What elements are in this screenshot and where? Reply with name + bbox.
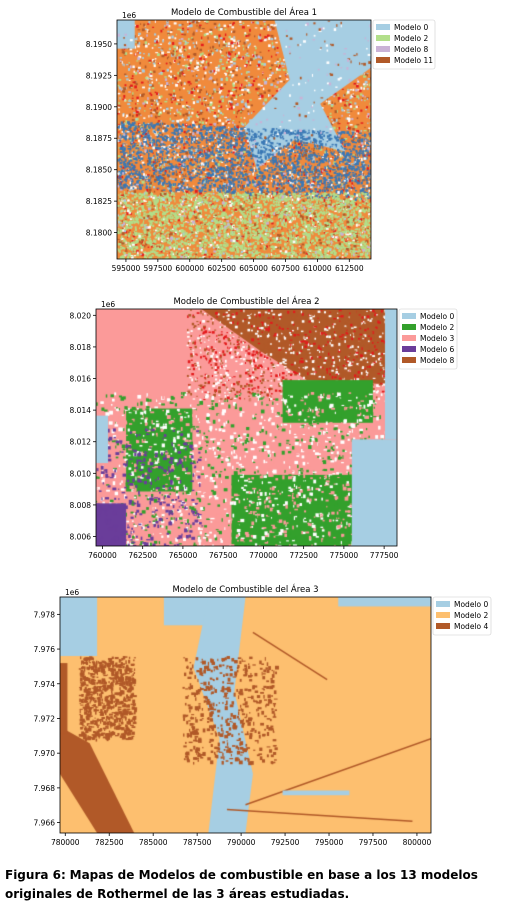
y-tick-label: 8.014 <box>70 406 92 415</box>
legend-label: Modelo 11 <box>394 56 433 65</box>
x-tick-label: 787500 <box>183 838 212 847</box>
chart-panel-2: Modelo de Combustible del Área 2 1e6 76000… <box>70 295 458 560</box>
chart-panel-1: Modelo de Combustible del Área 1 1e6 59500… <box>86 6 436 273</box>
map-raster <box>96 309 397 546</box>
x-tick-label: 612500 <box>335 264 364 273</box>
y-offset-label: 1e6 <box>122 11 136 20</box>
x-tick-label: 602500 <box>207 264 236 273</box>
y-tick-label: 8.1825 <box>86 197 112 206</box>
legend-label: Modelo 2 <box>420 323 454 332</box>
legend-label: Modelo 2 <box>454 611 488 620</box>
y-tick-label: 8.1875 <box>86 134 112 143</box>
y-tick-label: 7.968 <box>34 784 56 793</box>
legend-swatch <box>436 612 450 618</box>
y-tick-label: 7.970 <box>34 749 56 758</box>
legend-swatch <box>376 35 390 41</box>
x-tick-label: 605000 <box>239 264 268 273</box>
y-tick-label: 8.016 <box>70 375 92 384</box>
x-tick-label: 775000 <box>330 551 359 560</box>
y-offset-label: 1e6 <box>65 588 79 597</box>
x-tick-label: 762500 <box>128 551 157 560</box>
legend-swatch <box>376 24 390 30</box>
legend-label: Modelo 2 <box>394 34 428 43</box>
legend-swatch <box>402 324 416 330</box>
legend-label: Modelo 0 <box>394 23 428 32</box>
y-tick-label: 8.1925 <box>86 71 112 80</box>
y-tick-label: 8.1950 <box>86 40 112 49</box>
caption-label: Figura 6: <box>5 868 66 882</box>
x-tick-label: 770000 <box>249 551 278 560</box>
x-tick-label: 782500 <box>95 838 124 847</box>
chart-title: Modelo de Combustible del Área 2 <box>173 295 319 307</box>
y-tick-label: 7.976 <box>34 645 56 654</box>
x-tick-label: 607500 <box>271 264 300 273</box>
y-tick-label: 8.1800 <box>86 229 112 238</box>
y-tick-label: 8.006 <box>70 533 92 542</box>
y-tick-label: 7.966 <box>34 819 56 828</box>
figure-caption: Figura 6: Mapas de Modelos de combustibl… <box>5 866 510 904</box>
legend-box <box>372 19 436 70</box>
legend-label: Modelo 6 <box>420 345 454 354</box>
legend-label: Modelo 8 <box>394 45 428 54</box>
y-tick-label: 8.018 <box>70 343 92 352</box>
caption-text: Mapas de Modelos de combustible en base … <box>5 868 478 901</box>
chart-title: Modelo de Combustible del Área 3 <box>172 583 318 595</box>
x-tick-label: 765000 <box>169 551 198 560</box>
y-tick-label: 7.974 <box>34 680 56 689</box>
legend-swatch <box>402 346 416 352</box>
x-tick-label: 785000 <box>139 838 168 847</box>
y-tick-label: 8.012 <box>70 438 92 447</box>
legend-swatch <box>436 601 450 607</box>
legend-label: Modelo 0 <box>454 600 488 609</box>
y-tick-label: 8.020 <box>70 311 92 320</box>
x-tick-label: 800000 <box>403 838 432 847</box>
legend-swatch <box>402 313 416 319</box>
legend-label: Modelo 3 <box>420 334 454 343</box>
legend-label: Modelo 0 <box>420 312 454 321</box>
legend-swatch <box>402 357 416 363</box>
x-tick-label: 772500 <box>289 551 318 560</box>
x-tick-label: 597500 <box>144 264 173 273</box>
y-tick-label: 7.978 <box>34 610 56 619</box>
plot-frame <box>95 308 398 547</box>
legend-swatch <box>402 335 416 341</box>
x-tick-label: 777500 <box>370 551 399 560</box>
x-tick-label: 792500 <box>271 838 300 847</box>
legend-label: Modelo 8 <box>420 356 454 365</box>
x-tick-label: 797500 <box>359 838 388 847</box>
legend-swatch <box>376 46 390 52</box>
x-tick-label: 760000 <box>88 551 117 560</box>
plot-frame <box>116 19 372 260</box>
y-tick-label: 8.010 <box>70 469 92 478</box>
y-tick-label: 8.008 <box>70 501 92 510</box>
x-tick-label: 780000 <box>51 838 80 847</box>
chart-title: Modelo de Combustible del Área 1 <box>171 6 317 18</box>
legend-swatch <box>376 57 390 63</box>
x-tick-label: 790000 <box>227 838 256 847</box>
map-raster <box>117 20 371 259</box>
x-tick-label: 795000 <box>315 838 344 847</box>
x-tick-label: 595000 <box>112 264 141 273</box>
y-tick-label: 8.1900 <box>86 103 112 112</box>
chart-panel-3: Modelo de Combustible del Área 3 1e6 78000… <box>34 583 492 847</box>
legend-label: Modelo 4 <box>454 622 488 631</box>
plot-frame <box>59 596 432 834</box>
y-offset-label: 1e6 <box>101 300 115 309</box>
legend-swatch <box>436 623 450 629</box>
y-tick-label: 7.972 <box>34 714 56 723</box>
x-tick-label: 600000 <box>175 264 204 273</box>
y-tick-label: 8.1850 <box>86 166 112 175</box>
map-raster <box>60 597 431 833</box>
x-tick-label: 610000 <box>303 264 332 273</box>
x-tick-label: 767500 <box>209 551 238 560</box>
